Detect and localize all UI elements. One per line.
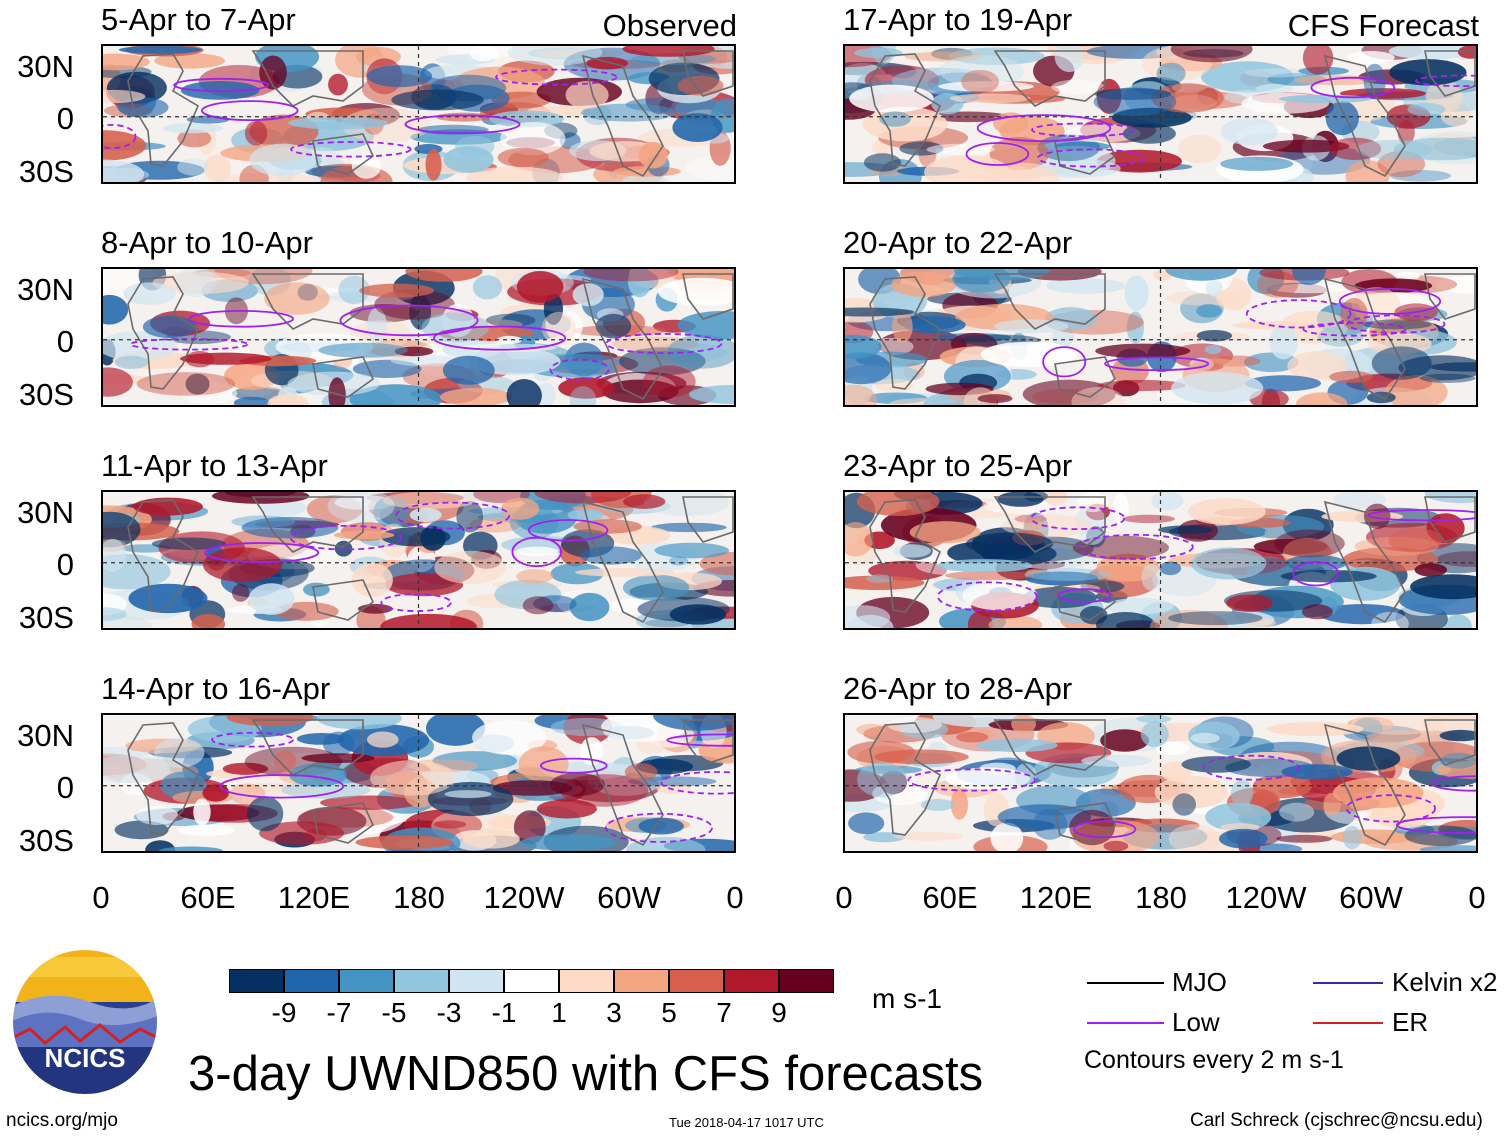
lon-label-120e-right: 120E [1019,880,1093,915]
forecast-label: CFS Forecast [1287,8,1479,43]
legend-line-er [1313,1022,1383,1024]
colorbar-swatch [229,969,284,993]
lon-label-60e-right: 60E [922,880,978,915]
map-panel-fcst-4 [843,713,1478,853]
colorbar-swatch [449,969,504,993]
lon-label-0-end-right: 0 [1468,880,1486,915]
lon-label-180-left: 180 [393,880,445,915]
panel-title-obs-3: 11-Apr to 13-Apr [101,448,328,483]
colorbar-tick-label: -9 [271,997,297,1028]
lon-label-60w-right: 60W [1339,880,1403,915]
lat-label-eq-4: 0 [56,770,74,805]
map-panel-obs-4 [101,713,736,853]
main-title: 3-day UWND850 with CFS forecasts [188,1047,984,1101]
lat-label-eq-3: 0 [56,547,74,582]
colorbar-swatch [614,969,669,993]
colorbar-swatch [284,969,339,993]
colorbar-tick-label: -5 [381,997,407,1028]
panel-title-fcst-1: 17-Apr to 19-Apr [843,2,1073,37]
lat-label-30n-2: 30N [17,272,74,307]
colorbar-swatch [779,969,834,993]
colorbar-tick-label: 5 [661,997,677,1028]
footer-url[interactable]: ncics.org/mjo [6,1110,118,1131]
panel-title-obs-4: 14-Apr to 16-Apr [101,671,331,706]
legend-label-er: ER [1392,1007,1429,1037]
lon-label-0-right: 0 [835,880,853,915]
ncics-logo: NCICS [10,947,160,1097]
lat-label-30s-1: 30S [18,154,74,189]
legend-label-mjo: MJO [1172,967,1227,997]
panel-title-fcst-2: 20-Apr to 22-Apr [843,225,1073,260]
footer-timestamp: Tue 2018-04-17 1017 UTC [669,1115,824,1130]
panel-title-obs-1: 5-Apr to 7-Apr [101,2,296,37]
colorbar-tick-label: 7 [716,997,732,1028]
lon-label-0-end-left: 0 [726,880,744,915]
colorbar-swatch [724,969,779,993]
legend-label-kelvin: Kelvin x2 [1392,967,1498,997]
lat-label-30s-4: 30S [18,823,74,858]
lat-label-30n-3: 30N [17,495,74,530]
lat-label-30n-4: 30N [17,718,74,753]
lon-label-60e-left: 60E [180,880,236,915]
map-panel-obs-3 [101,490,736,630]
map-panel-fcst-2 [843,267,1478,407]
panel-title-fcst-4: 26-Apr to 28-Apr [843,671,1073,706]
legend-line-kelvin [1313,982,1383,984]
lon-label-60w-left: 60W [597,880,661,915]
footer-credit[interactable]: Carl Schreck (cjschrec@ncsu.edu) [1190,1110,1483,1131]
lon-label-0-left: 0 [92,880,110,915]
colorbar-tick-label: 9 [771,997,787,1028]
map-panel-obs-2 [101,267,736,407]
colorbar-tick-label: 1 [551,997,567,1028]
lat-label-30s-3: 30S [18,600,74,635]
lat-label-eq-1: 0 [56,101,74,136]
lat-label-30n-1: 30N [17,49,74,84]
colorbar-tick-label: -3 [436,997,462,1028]
observed-label: Observed [602,8,737,43]
map-panel-obs-1 [101,44,736,184]
panel-title-obs-2: 8-Apr to 10-Apr [101,225,313,260]
colorbar-tick-label: -1 [491,997,517,1028]
logo-text: NCICS [45,1043,126,1073]
panel-title-fcst-3: 23-Apr to 25-Apr [843,448,1073,483]
lon-label-120w-right: 120W [1225,880,1307,915]
legend-label-low: Low [1172,1007,1220,1037]
lon-label-120e-left: 120E [277,880,351,915]
colorbar [229,969,834,993]
colorbar-swatch [394,969,449,993]
lon-label-180-right: 180 [1135,880,1187,915]
map-panel-fcst-1 [843,44,1478,184]
colorbar-tick-label: -7 [326,997,352,1028]
lon-label-120w-left: 120W [483,880,565,915]
colorbar-swatch [504,969,559,993]
legend-line-mjo [1087,982,1164,984]
map-panel-fcst-3 [843,490,1478,630]
lat-label-30s-2: 30S [18,377,74,412]
contours-note: Contours every 2 m s-1 [1084,1046,1344,1074]
colorbar-swatch [339,969,394,993]
legend-line-low [1087,1022,1164,1024]
colorbar-swatch [559,969,614,993]
colorbar-swatch [669,969,724,993]
colorbar-tick-label: 3 [606,997,622,1028]
lat-label-eq-2: 0 [56,324,74,359]
colorbar-units: m s-1 [872,983,942,1014]
